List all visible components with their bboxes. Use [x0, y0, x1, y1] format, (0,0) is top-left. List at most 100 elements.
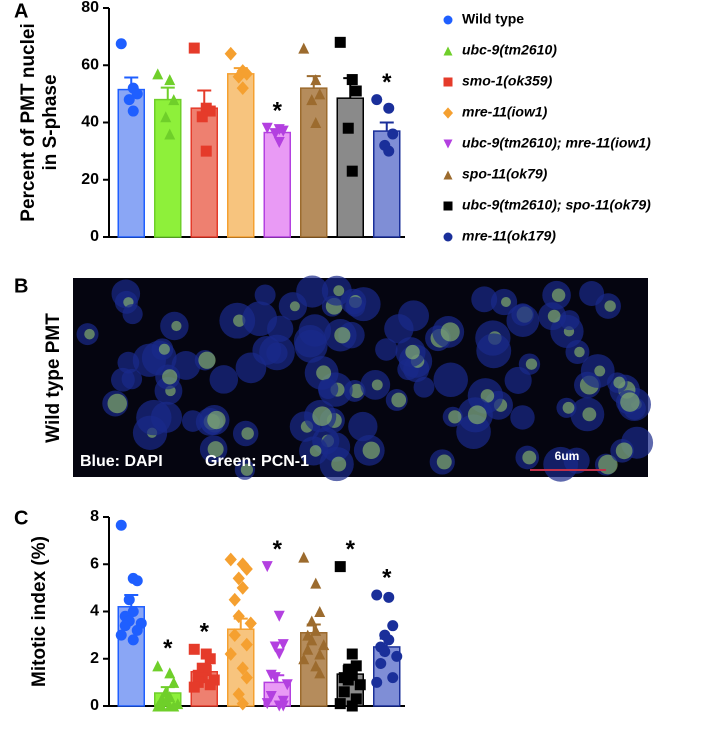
- nucleus: [121, 368, 143, 390]
- point: [261, 122, 273, 134]
- legend-label: spo-11(ok79): [462, 166, 548, 182]
- point: [204, 105, 216, 117]
- point: [164, 74, 176, 86]
- pcn-spot: [107, 393, 127, 414]
- legend-marker: [443, 46, 453, 56]
- point: [346, 74, 358, 86]
- pcn-spot: [233, 314, 246, 327]
- pcn-spot: [448, 410, 462, 424]
- point: [350, 660, 362, 672]
- point: [200, 665, 212, 677]
- pcn-spot: [158, 343, 170, 355]
- image-caption: Green: PCN-1: [205, 453, 309, 470]
- point: [232, 687, 245, 702]
- pcn-spot: [333, 285, 345, 297]
- point: [168, 676, 180, 688]
- legend-marker: [443, 15, 453, 25]
- error-bar: [379, 121, 394, 132]
- pcn-spot: [620, 392, 640, 412]
- point: [302, 643, 314, 655]
- nucleus: [181, 410, 204, 432]
- nucleus: [259, 334, 295, 371]
- nucleus: [254, 284, 276, 306]
- pcn-spot: [84, 328, 95, 340]
- point: [277, 700, 289, 712]
- point: [269, 128, 281, 140]
- point: [127, 606, 139, 617]
- pcn-spot: [615, 442, 633, 460]
- pcn-spot: [562, 401, 575, 414]
- point: [342, 122, 354, 134]
- nuclei: [76, 275, 654, 482]
- pcn-spot: [480, 389, 495, 403]
- y-tick-label: 4: [90, 603, 99, 620]
- point: [391, 650, 403, 662]
- bar: [190, 107, 218, 238]
- legend-label: mre-11(iow1): [462, 104, 548, 120]
- point: [310, 624, 322, 636]
- legend-label: smo-1(ok359): [462, 73, 553, 89]
- significance-mark: *: [163, 635, 173, 662]
- panel-label: B: [14, 275, 28, 297]
- nucleus: [345, 296, 366, 317]
- point: [310, 577, 322, 589]
- nucleus: [563, 447, 590, 474]
- nucleus: [209, 365, 239, 394]
- point: [387, 672, 399, 684]
- pcn-spot: [171, 320, 182, 332]
- significance-mark: *: [200, 619, 210, 646]
- legend-marker: [443, 139, 453, 149]
- pcn-spot: [613, 376, 626, 389]
- pcn-spot: [331, 456, 347, 472]
- pcn-spot: [547, 309, 561, 323]
- point: [228, 628, 241, 642]
- point: [232, 571, 245, 586]
- pcn-spot: [604, 300, 616, 312]
- point: [334, 561, 346, 573]
- error-bar: [160, 86, 175, 100]
- nucleus: [398, 300, 430, 332]
- point: [354, 679, 366, 691]
- pcn-spot: [162, 369, 178, 385]
- point: [232, 609, 245, 624]
- y-axis-label: Mitotic index (%): [29, 536, 50, 687]
- pcn-spot: [594, 365, 606, 377]
- point: [387, 620, 399, 632]
- point: [306, 615, 318, 627]
- point: [273, 648, 285, 660]
- image-caption: Blue: DAPI: [80, 453, 163, 470]
- point: [298, 42, 310, 54]
- nucleus: [375, 338, 398, 361]
- pcn-spot: [371, 379, 383, 391]
- point: [236, 581, 249, 595]
- pcn-spot: [574, 346, 585, 358]
- point: [269, 672, 281, 684]
- point: [152, 700, 164, 712]
- legend-label: mre-11(ok179): [462, 228, 556, 244]
- bar: [154, 98, 182, 238]
- pcn-spot: [391, 392, 407, 408]
- pcn-spot: [436, 454, 452, 470]
- point: [127, 634, 139, 646]
- nucleus: [471, 286, 498, 313]
- point: [277, 125, 289, 137]
- pcn-spot: [207, 410, 226, 430]
- point: [236, 81, 249, 96]
- point: [131, 88, 143, 100]
- pcn-spot: [240, 463, 254, 476]
- point: [277, 639, 289, 651]
- point: [224, 552, 237, 567]
- point: [119, 620, 131, 632]
- point: [115, 519, 127, 531]
- point: [334, 36, 346, 48]
- nucleus: [510, 405, 535, 430]
- point: [371, 589, 383, 601]
- point: [318, 639, 330, 651]
- point: [240, 670, 253, 685]
- legend-label: ubc-9(tm2610): [462, 42, 557, 58]
- legend-marker: [443, 77, 453, 87]
- point: [164, 128, 176, 140]
- point: [306, 634, 318, 646]
- point: [269, 641, 281, 653]
- significance-mark: *: [382, 69, 392, 96]
